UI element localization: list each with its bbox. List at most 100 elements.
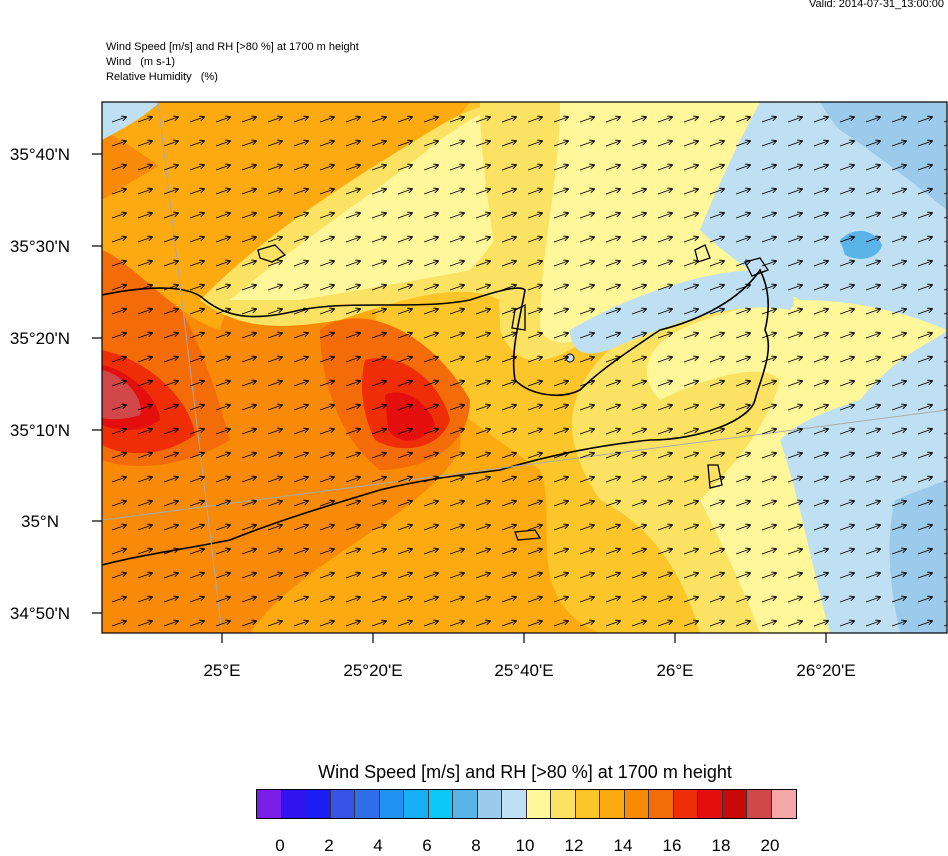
- wind-arrow: [579, 309, 594, 315]
- wind-arrow: [241, 501, 256, 507]
- wind-arrow: [865, 261, 880, 267]
- wind-arrow: [527, 117, 542, 123]
- wind-arrow: [449, 453, 464, 459]
- wind-arrow: [813, 621, 828, 627]
- wind-arrow: [917, 333, 932, 339]
- wind-arrow: [605, 117, 620, 123]
- wind-arrow: [423, 357, 438, 363]
- wind-arrow: [891, 405, 906, 411]
- wind-arrow: [319, 189, 334, 195]
- wind-arrow: [241, 525, 256, 531]
- wind-arrow: [683, 117, 698, 123]
- wind-arrow: [605, 573, 620, 579]
- wind-arrow: [709, 501, 724, 507]
- wind-arrow: [553, 573, 568, 579]
- colorbar-swatch: [771, 790, 796, 818]
- wind-arrow: [345, 213, 360, 219]
- wind-arrow: [605, 381, 620, 387]
- wind-arrow: [319, 429, 334, 435]
- wind-arrow: [267, 285, 282, 291]
- wind-arrow: [891, 189, 906, 195]
- wind-arrow: [293, 525, 308, 531]
- wind-arrow: [527, 597, 542, 603]
- wind-arrow: [449, 525, 464, 531]
- wind-arrow: [527, 525, 542, 531]
- wind-arrow: [813, 453, 828, 459]
- wind-arrow: [709, 285, 724, 291]
- wind-arrow: [735, 309, 750, 315]
- wind-arrow: [475, 549, 490, 555]
- wind-arrow: [397, 357, 412, 363]
- wind-arrow: [761, 237, 776, 243]
- wind-arrow: [371, 333, 386, 339]
- wind-arrow: [163, 165, 178, 171]
- wind-arrow: [319, 573, 334, 579]
- wind-arrow: [631, 405, 646, 411]
- wind-arrow: [605, 285, 620, 291]
- wind-arrow: [709, 261, 724, 267]
- colorbar-swatch: [551, 790, 576, 818]
- wind-arrow: [449, 549, 464, 555]
- wind-arrow: [735, 573, 750, 579]
- wind-arrow: [371, 405, 386, 411]
- wind-arrow: [839, 597, 854, 603]
- wind-arrow: [215, 141, 230, 147]
- wind-arrow: [475, 381, 490, 387]
- wind-arrow: [579, 165, 594, 171]
- wind-arrow: [371, 237, 386, 243]
- wind-arrow: [267, 477, 282, 483]
- wind-arrow: [657, 309, 672, 315]
- wind-arrow: [423, 261, 438, 267]
- wind-arrow: [917, 429, 932, 435]
- wind-arrow: [397, 381, 412, 387]
- wind-arrow: [891, 333, 906, 339]
- wind-arrow: [215, 429, 230, 435]
- wind-arrow: [163, 381, 178, 387]
- wind-arrow: [293, 261, 308, 267]
- wind-arrow: [709, 525, 724, 531]
- wind-arrow: [111, 525, 126, 531]
- wind-arrow: [683, 189, 698, 195]
- wind-arrow: [761, 165, 776, 171]
- wind-arrow: [475, 237, 490, 243]
- wind-arrow: [111, 597, 126, 603]
- wind-arrow: [215, 189, 230, 195]
- wind-arrow: [293, 213, 308, 219]
- wind-arrow: [319, 549, 334, 555]
- wind-arrow: [735, 549, 750, 555]
- wind-arrow: [943, 432, 947, 435]
- wind-arrow: [553, 117, 568, 123]
- wind-arrow: [319, 477, 334, 483]
- wind-arrow: [943, 216, 947, 219]
- wind-arrow: [215, 405, 230, 411]
- wind-arrow: [397, 213, 412, 219]
- wind-arrow: [761, 213, 776, 219]
- wind-arrow: [371, 621, 386, 627]
- wind-arrow: [761, 333, 776, 339]
- wind-arrow: [917, 597, 932, 603]
- wind-arrow: [891, 381, 906, 387]
- wind-arrow: [267, 597, 282, 603]
- wind-arrow: [813, 285, 828, 291]
- wind-arrow: [839, 141, 854, 147]
- wind-arrow: [319, 501, 334, 507]
- wind-arrow: [761, 453, 776, 459]
- wind-arrow: [319, 117, 334, 123]
- wind-arrow: [657, 621, 672, 627]
- wind-arrow: [657, 549, 672, 555]
- wind-arrow: [605, 477, 620, 483]
- wind-arrow: [735, 285, 750, 291]
- wind-arrow: [683, 477, 698, 483]
- wind-arrow: [943, 408, 947, 411]
- wind-arrow: [605, 549, 620, 555]
- wind-arrow: [839, 357, 854, 363]
- wind-arrow: [501, 309, 516, 315]
- wind-arrow: [891, 477, 906, 483]
- wind-arrow: [579, 429, 594, 435]
- wind-arrow: [345, 597, 360, 603]
- wind-arrow: [449, 309, 464, 315]
- colorbar-swatch: [575, 790, 600, 818]
- lon-label-3: 26°E: [656, 661, 693, 680]
- wind-arrow: [137, 381, 152, 387]
- wind-arrow: [241, 117, 256, 123]
